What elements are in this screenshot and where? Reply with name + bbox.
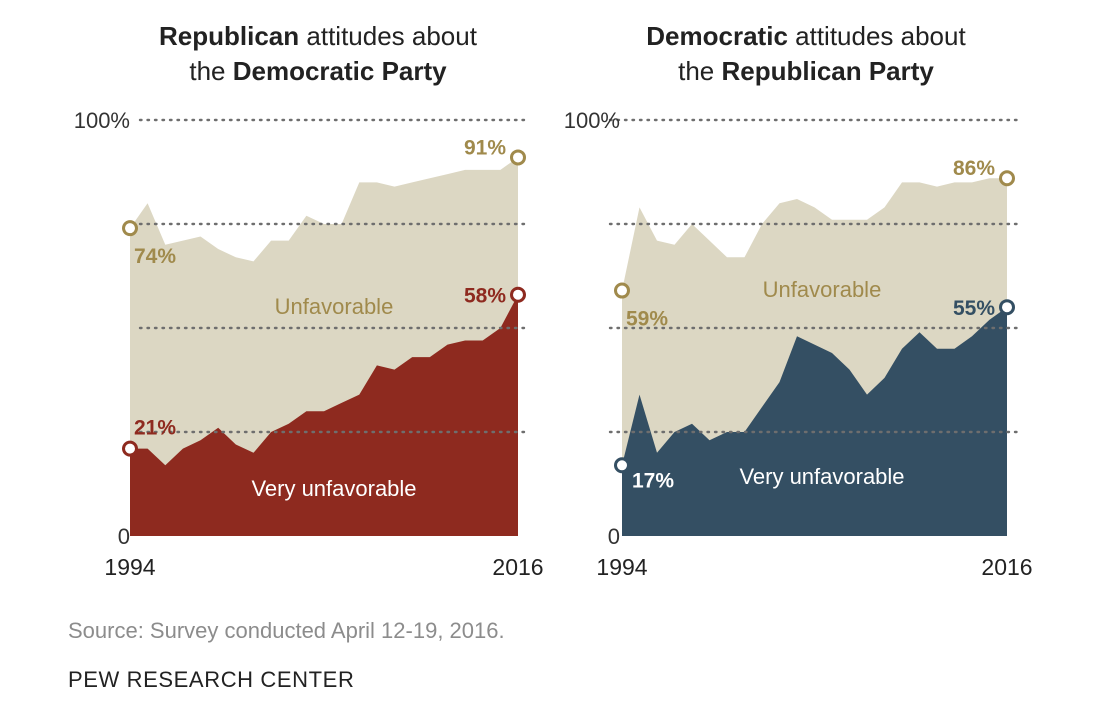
- very-unfavorable-area: [622, 307, 1007, 536]
- start-total-marker: [122, 220, 138, 237]
- end-very-marker: [510, 286, 526, 303]
- y-tick-label-100: 100%: [74, 108, 130, 133]
- start-total-label: 59%: [626, 308, 668, 331]
- title-part: Republican: [159, 21, 299, 51]
- end-very-label: 55%: [953, 297, 995, 320]
- x-tick-label-2016: 2016: [492, 554, 543, 580]
- very-unfavorable-area-label: Very unfavorable: [251, 476, 416, 501]
- chart-title-line2: the Republican Party: [678, 56, 934, 86]
- source-note: Source: Survey conducted April 12-19, 20…: [68, 618, 505, 643]
- title-part: attitudes about: [299, 21, 478, 51]
- title-part: Democratic: [646, 21, 788, 51]
- start-total-marker: [614, 282, 630, 299]
- start-very-label: 17%: [632, 469, 674, 492]
- end-total-label: 91%: [464, 136, 506, 159]
- y-tick-label-0: 0: [118, 524, 130, 549]
- start-very-marker: [614, 457, 630, 474]
- title-part: Republican Party: [721, 56, 934, 86]
- title-part: attitudes about: [788, 21, 967, 51]
- start-very-label: 21%: [134, 417, 176, 440]
- x-tick-label-2016: 2016: [981, 554, 1032, 580]
- y-tick-label-0: 0: [608, 524, 620, 549]
- chart-panel-1: Republican attitudes about the Democratic…: [74, 21, 544, 580]
- very-unfavorable-area-label: Very unfavorable: [739, 464, 904, 489]
- organization-name: PEW RESEARCH CENTER: [68, 667, 355, 692]
- start-total-label: 74%: [134, 245, 176, 268]
- y-tick-label-100: 100%: [564, 108, 620, 133]
- unfavorable-area-label: Unfavorable: [275, 294, 394, 319]
- chart-panel-2: Democratic attitudes about the Republican…: [564, 21, 1033, 580]
- end-very-marker: [999, 299, 1015, 316]
- end-very-label: 58%: [464, 285, 506, 308]
- end-total-label: 86%: [953, 157, 995, 180]
- unfavorable-area-label: Unfavorable: [763, 277, 882, 302]
- end-total-marker: [510, 149, 526, 166]
- x-tick-label-1994: 1994: [596, 554, 647, 580]
- end-total-marker: [999, 170, 1015, 187]
- title-part: the: [678, 56, 721, 86]
- chart-title: Republican attitudes about: [159, 21, 478, 51]
- x-tick-label-1994: 1994: [104, 554, 155, 580]
- chart-title-line2: the Democratic Party: [189, 56, 447, 86]
- start-very-marker: [122, 440, 138, 457]
- very-unfavorable-area: [130, 294, 518, 536]
- chart-title: Democratic attitudes about: [646, 21, 966, 51]
- title-part: Democratic Party: [233, 56, 447, 86]
- title-part: the: [189, 56, 232, 86]
